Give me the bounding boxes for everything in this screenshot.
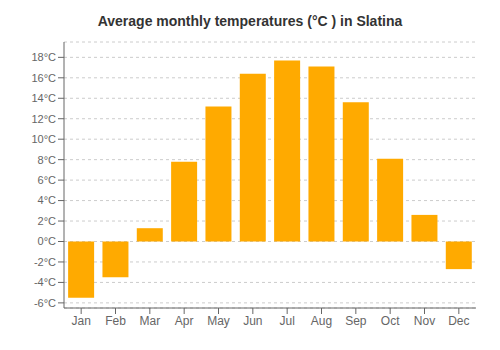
- svg-text:Feb: Feb: [105, 314, 126, 328]
- svg-text:-2°C: -2°C: [34, 256, 56, 268]
- svg-text:8°C: 8°C: [38, 154, 57, 166]
- svg-text:0°C: 0°C: [38, 235, 57, 247]
- svg-text:Oct: Oct: [381, 314, 400, 328]
- svg-text:May: May: [207, 314, 230, 328]
- svg-text:Sep: Sep: [345, 314, 367, 328]
- html-text:Average monthly temperatures (: Average monthly temperatures (°C ) in Sl…: [97, 13, 403, 29]
- svg-text:Aug: Aug: [311, 314, 332, 328]
- svg-text:Jul: Jul: [279, 314, 294, 328]
- svg-text:Mar: Mar: [139, 314, 160, 328]
- svg-text:-4°C: -4°C: [34, 276, 56, 288]
- svg-text:Jun: Jun: [243, 314, 262, 328]
- svg-text:Nov: Nov: [414, 314, 435, 328]
- svg-text:12°C: 12°C: [31, 113, 56, 125]
- svg-text:18°C: 18°C: [31, 51, 56, 63]
- svg-text:10°C: 10°C: [31, 133, 56, 145]
- svg-text:2°C: 2°C: [38, 215, 57, 227]
- svg-text:6°C: 6°C: [38, 174, 57, 186]
- svg-text:4°C: 4°C: [38, 194, 57, 206]
- svg-text:16°C: 16°C: [31, 72, 56, 84]
- svg-text:-6°C: -6°C: [34, 297, 56, 309]
- svg-text:Jan: Jan: [71, 314, 90, 328]
- svg-text:Apr: Apr: [175, 314, 194, 328]
- svg-text:14°C: 14°C: [31, 92, 56, 104]
- svg-text:Dec: Dec: [448, 314, 469, 328]
